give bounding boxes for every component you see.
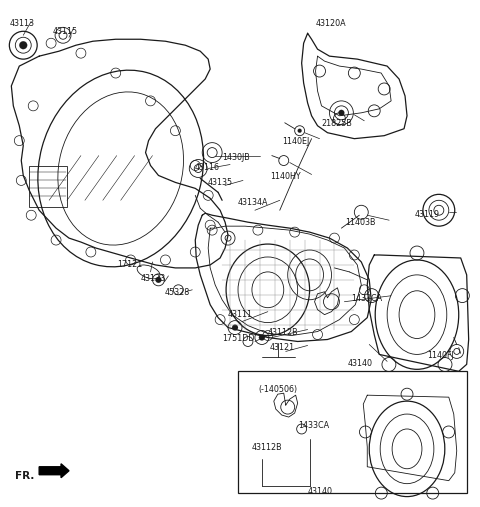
Circle shape [298, 129, 301, 133]
Text: 43120A: 43120A [315, 19, 346, 28]
Bar [29, 165, 67, 207]
Text: 1433CA: 1433CA [298, 421, 329, 430]
Text: 43113: 43113 [9, 19, 35, 28]
Text: 43135: 43135 [207, 178, 232, 188]
Text: 43111: 43111 [228, 310, 253, 319]
Text: 43119: 43119 [415, 210, 440, 219]
Text: 43116: 43116 [194, 163, 219, 171]
Text: 43115: 43115 [53, 27, 78, 37]
Text: 1751DD: 1751DD [222, 334, 254, 343]
Text: 43140: 43140 [308, 487, 333, 496]
Text: 1140EJ: 1140EJ [282, 137, 309, 146]
Circle shape [19, 41, 27, 49]
Text: 21825B: 21825B [322, 119, 352, 128]
Text: 1140FJ: 1140FJ [427, 351, 454, 360]
Circle shape [338, 110, 344, 116]
Text: 43123: 43123 [141, 274, 166, 283]
Polygon shape [39, 464, 69, 478]
Text: FR.: FR. [15, 470, 35, 481]
Text: 1140HY: 1140HY [270, 172, 300, 182]
Text: 11403B: 11403B [346, 218, 376, 227]
Text: 17121: 17121 [117, 260, 142, 269]
Text: 1433CA: 1433CA [351, 294, 383, 303]
Bar [238, 371, 467, 493]
Text: 43121: 43121 [270, 343, 295, 352]
Text: (-140506): (-140506) [258, 385, 297, 394]
Circle shape [232, 324, 238, 331]
Text: 43112B: 43112B [252, 443, 283, 452]
Text: 43112B: 43112B [268, 328, 299, 337]
Circle shape [259, 335, 265, 341]
Circle shape [156, 277, 161, 283]
Text: 45328: 45328 [165, 288, 190, 297]
Text: 43134A: 43134A [238, 198, 268, 207]
Text: 1430JB: 1430JB [222, 153, 250, 162]
Text: 43140: 43140 [348, 359, 372, 369]
